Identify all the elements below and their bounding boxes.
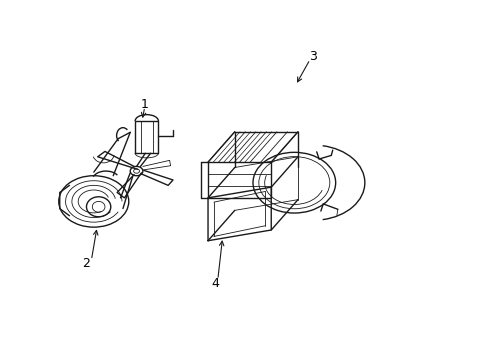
Text: 1: 1 — [141, 99, 148, 112]
Text: 2: 2 — [82, 257, 90, 270]
Text: 3: 3 — [308, 50, 316, 63]
Text: 4: 4 — [211, 277, 219, 290]
